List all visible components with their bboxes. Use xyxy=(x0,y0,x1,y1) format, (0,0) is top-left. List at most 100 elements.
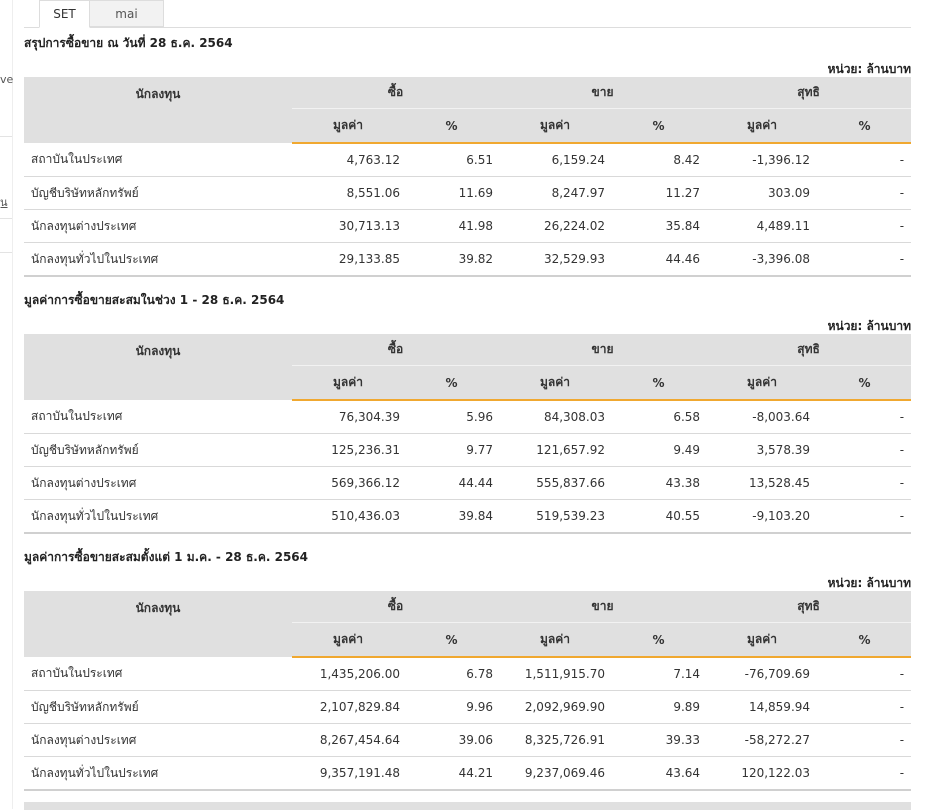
percent-subheader: % xyxy=(611,622,707,658)
net-value: 4,489.11 xyxy=(706,209,819,243)
sell-value: 84,308.03 xyxy=(499,400,612,434)
net-value: 13,528.45 xyxy=(706,466,819,500)
sell-percent: 40.55 xyxy=(611,499,707,534)
sell-value: 121,657.92 xyxy=(499,433,612,467)
investor-name: สถาบันในประเทศ xyxy=(24,400,292,434)
sell-value: 1,511,915.70 xyxy=(499,657,612,691)
investor-name: นักลงทุนต่างประเทศ xyxy=(24,209,292,243)
investor-name: นักลงทุนต่างประเทศ xyxy=(24,466,292,500)
net-column-header: สุทธิ xyxy=(706,591,912,623)
sell-percent: 7.14 xyxy=(611,657,707,691)
net-percent: - xyxy=(818,690,912,724)
buy-percent: 44.44 xyxy=(404,466,500,500)
unit-label: หน่วย: ล้านบาท xyxy=(827,319,911,333)
percent-subheader: % xyxy=(818,108,912,144)
market-tabs: SET mai xyxy=(24,0,911,28)
buy-value: 4,763.12 xyxy=(292,143,404,177)
tab-set[interactable]: SET xyxy=(39,0,90,28)
sidebar-link-fragment[interactable]: ุ้น xyxy=(0,196,8,209)
buy-column-header: ซื้อ xyxy=(292,77,500,109)
value-subheader: มูลค่า xyxy=(499,365,612,401)
sell-percent: 9.89 xyxy=(611,690,707,724)
value-subheader: มูลค่า xyxy=(706,622,819,658)
investor-name: บัญชีบริษัทหลักทรัพย์ xyxy=(24,433,292,467)
section-title: สรุปการซื้อขาย ณ วันที่ 28 ธ.ค. 2564 xyxy=(24,36,233,50)
value-subheader: มูลค่า xyxy=(292,365,404,401)
table-row: นักลงทุนทั่วไปในประเทศ 510,436.03 39.84 519… xyxy=(24,499,912,534)
investor-name: นักลงทุนต่างประเทศ xyxy=(24,723,292,757)
investor-name: บัญชีบริษัทหลักทรัพย์ xyxy=(24,690,292,724)
net-percent: - xyxy=(818,466,912,500)
net-value: -9,103.20 xyxy=(706,499,819,534)
percent-subheader: % xyxy=(818,622,912,658)
table-row: บัญชีบริษัทหลักทรัพย์ 125,236.31 9.77 121,6… xyxy=(24,433,912,467)
net-value: -1,396.12 xyxy=(706,143,819,177)
investor-name: นักลงทุนทั่วไปในประเทศ xyxy=(24,242,292,277)
percent-subheader: % xyxy=(818,365,912,401)
table-row: สถาบันในประเทศ 76,304.39 5.96 84,308.03 6.58… xyxy=(24,400,912,434)
buy-value: 9,357,191.48 xyxy=(292,756,404,791)
sell-percent: 9.49 xyxy=(611,433,707,467)
net-value: 14,859.94 xyxy=(706,690,819,724)
table-row: นักลงทุนทั่วไปในประเทศ 9,357,191.48 44.21 9… xyxy=(24,756,912,791)
sidebar-divider xyxy=(0,218,12,219)
buy-percent: 11.69 xyxy=(404,176,500,210)
buy-value: 76,304.39 xyxy=(292,400,404,434)
buy-value: 1,435,206.00 xyxy=(292,657,404,691)
sell-percent: 39.33 xyxy=(611,723,707,757)
buy-column-header: ซื้อ xyxy=(292,591,500,623)
table-row: นักลงทุนทั่วไปในประเทศ 29,133.85 39.82 32,5… xyxy=(24,242,912,277)
buy-percent: 6.51 xyxy=(404,143,500,177)
net-value: -76,709.69 xyxy=(706,657,819,691)
table-row: นักลงทุนต่างประเทศ 569,366.12 44.44 555,837… xyxy=(24,466,912,500)
investor-name: นักลงทุนทั่วไปในประเทศ xyxy=(24,756,292,791)
sell-column-header: ขาย xyxy=(499,591,707,623)
table-row: สถาบันในประเทศ 4,763.12 6.51 6,159.24 8.42 -1… xyxy=(24,143,912,177)
tab-mai[interactable]: mai xyxy=(90,0,164,27)
sell-value: 6,159.24 xyxy=(499,143,612,177)
value-subheader: มูลค่า xyxy=(292,108,404,144)
sell-value: 32,529.93 xyxy=(499,242,612,277)
sell-value: 8,325,726.91 xyxy=(499,723,612,757)
net-percent: - xyxy=(818,400,912,434)
table-header-row: นักลงทุน ซื้อ ขาย สุทธิ xyxy=(24,77,912,143)
sell-percent: 43.64 xyxy=(611,756,707,791)
percent-subheader: % xyxy=(404,622,500,658)
sell-percent: 8.42 xyxy=(611,143,707,177)
buy-percent: 39.06 xyxy=(404,723,500,757)
sell-percent: 11.27 xyxy=(611,176,707,210)
sidebar-text-fragment: ve xyxy=(0,73,14,86)
buy-percent: 39.82 xyxy=(404,242,500,277)
sell-column-header: ขาย xyxy=(499,334,707,366)
net-value: -8,003.64 xyxy=(706,400,819,434)
investor-column-header: นักลงทุน xyxy=(24,334,292,400)
next-table-header xyxy=(24,802,911,810)
sell-value: 2,092,969.90 xyxy=(499,690,612,724)
buy-percent: 9.96 xyxy=(404,690,500,724)
net-value: 120,122.03 xyxy=(706,756,819,791)
buy-value: 125,236.31 xyxy=(292,433,404,467)
buy-percent: 39.84 xyxy=(404,499,500,534)
table-row: บัญชีบริษัทหลักทรัพย์ 8,551.06 11.69 8,247.… xyxy=(24,176,912,210)
percent-subheader: % xyxy=(404,108,500,144)
buy-percent: 41.98 xyxy=(404,209,500,243)
sell-value: 8,247.97 xyxy=(499,176,612,210)
table-header-row: นักลงทุน ซื้อ ขาย สุทธิ xyxy=(24,591,912,657)
sell-value: 555,837.66 xyxy=(499,466,612,500)
value-subheader: มูลค่า xyxy=(292,622,404,658)
investor-name: นักลงทุนทั่วไปในประเทศ xyxy=(24,499,292,534)
net-percent: - xyxy=(818,723,912,757)
table-subheader-row: มูลค่า% มูลค่า% มูลค่า% xyxy=(24,108,912,144)
net-percent: - xyxy=(818,176,912,210)
buy-value: 2,107,829.84 xyxy=(292,690,404,724)
net-value: 303.09 xyxy=(706,176,819,210)
buy-value: 8,551.06 xyxy=(292,176,404,210)
table-row: สถาบันในประเทศ 1,435,206.00 6.78 1,511,915.… xyxy=(24,657,912,691)
sell-percent: 6.58 xyxy=(611,400,707,434)
table-subheader-row: มูลค่า% มูลค่า% มูลค่า% xyxy=(24,365,912,401)
sell-column-header: ขาย xyxy=(499,77,707,109)
buy-percent: 6.78 xyxy=(404,657,500,691)
buy-value: 29,133.85 xyxy=(292,242,404,277)
sell-value: 26,224.02 xyxy=(499,209,612,243)
unit-label: หน่วย: ล้านบาท xyxy=(827,62,911,76)
